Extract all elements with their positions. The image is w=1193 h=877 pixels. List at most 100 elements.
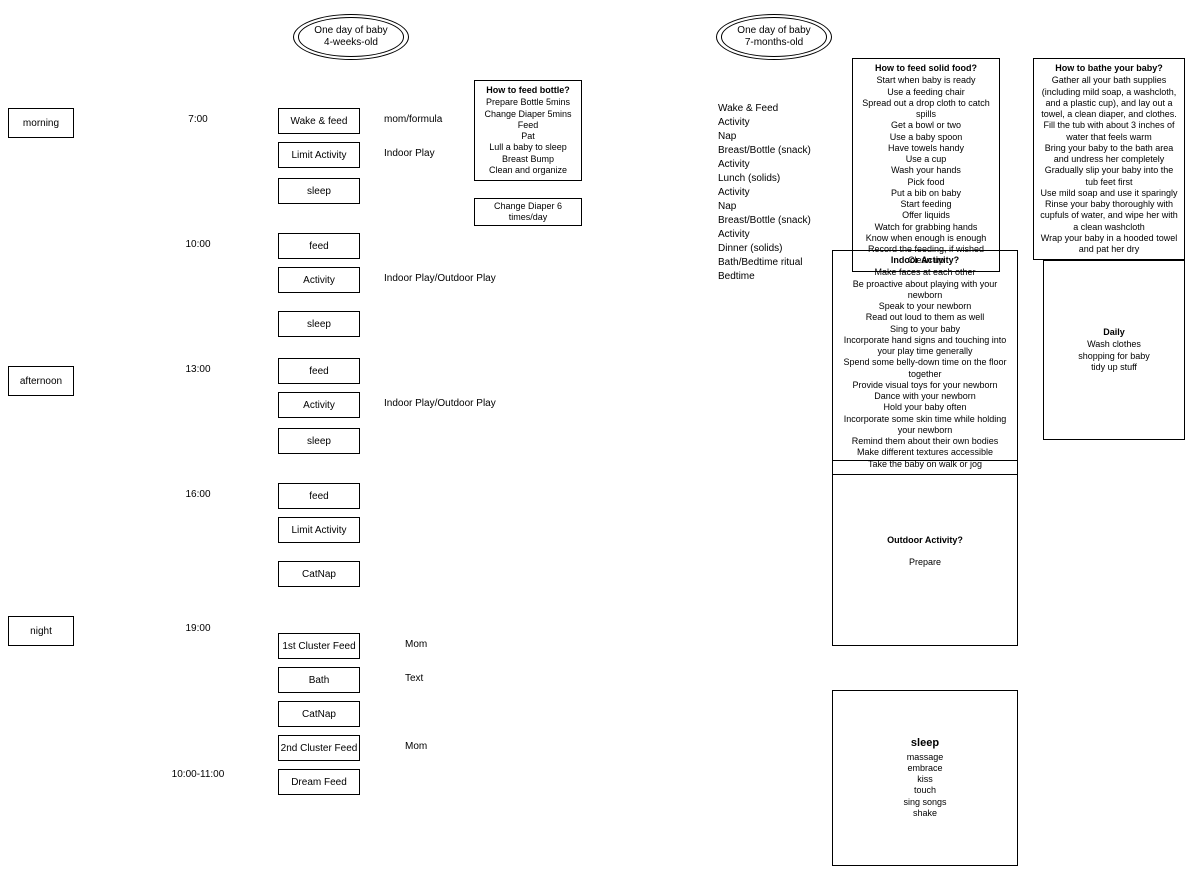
act-1000-feed: feed [278, 233, 360, 259]
sleep-l5: sing songs [903, 797, 946, 808]
act-0700-wake-feed: Wake & feed [278, 108, 360, 134]
solid-l1: Start when baby is ready [859, 75, 993, 86]
indoor-l7: Spend some belly-down time on the floor … [839, 357, 1011, 380]
time-1300: 13:00 [168, 364, 228, 375]
sched7m-l13: Bedtime [718, 270, 811, 284]
sched7m-l5: Activity [718, 158, 811, 172]
bathe-l5: Use mild soap and use it sparingly [1040, 188, 1178, 199]
act-1300-sleep: sleep [278, 428, 360, 454]
sleep-l6: shake [903, 808, 946, 819]
diagram-canvas: One day of baby 4-weeks-old One day of b… [0, 0, 1193, 877]
period-night: night [8, 616, 74, 646]
ann-0700-indoor-play: Indoor Play [384, 148, 435, 159]
indoor-l13: Make different textures accessible [839, 447, 1011, 458]
box-outdoor-activity: Outdoor Activity? Prepare [832, 460, 1018, 646]
bathe-l3: Bring your baby to the bath area and und… [1040, 143, 1178, 166]
act-1900-bath: Bath [278, 667, 360, 693]
sched7m-l4: Breast/Bottle (snack) [718, 144, 811, 158]
sched7m-l3: Nap [718, 130, 811, 144]
ann-1300-play: Indoor Play/Outdoor Play [384, 398, 496, 409]
indoor-l6: Incorporate hand signs and touching into… [839, 335, 1011, 358]
act-1900-dreamfeed: Dream Feed [278, 769, 360, 795]
oval-4weeks-line2: 4-weeks-old [314, 37, 387, 49]
list-7month-schedule: Wake & Feed Activity Nap Breast/Bottle (… [718, 102, 811, 284]
box-daily: Daily Wash clothes shopping for baby tid… [1043, 260, 1185, 440]
bathe-l1: Gather all your bath supplies (including… [1040, 75, 1178, 120]
solid-l9: Pick food [859, 177, 993, 188]
sched7m-l10: Activity [718, 228, 811, 242]
indoor-l12: Remind them about their own bodies [839, 436, 1011, 447]
box-bathe: How to bathe your baby? Gather all your … [1033, 58, 1185, 260]
sched7m-l11: Dinner (solids) [718, 242, 811, 256]
indoor-l2: Be proactive about playing with your new… [839, 279, 1011, 302]
box-solid-food: How to feed solid food? Start when baby … [852, 58, 1000, 272]
indoor-l8: Provide visual toys for your newborn [839, 380, 1011, 391]
solid-l14: Know when enough is enough [859, 233, 993, 244]
box-feed-bottle: How to feed bottle? Prepare Bottle 5mins… [474, 80, 582, 181]
feed-bottle-l2: Change Diaper 5mins [481, 109, 575, 120]
ann-1900-mom2: Mom [405, 741, 427, 752]
act-1900-cluster2: 2nd Cluster Feed [278, 735, 360, 761]
sleep-title: sleep [903, 737, 946, 751]
bathe-l4: Gradually slip your baby into the tub fe… [1040, 165, 1178, 188]
solid-title: How to feed solid food? [859, 63, 993, 74]
feed-bottle-l5: Lull a baby to sleep [481, 142, 575, 153]
daily-title: Daily [1078, 327, 1150, 338]
box-indoor-activity: Indoor Activity? Make faces at each othe… [832, 250, 1018, 475]
act-1900-catnap: CatNap [278, 701, 360, 727]
feed-bottle-l3: Feed [481, 120, 575, 131]
time-0700: 7:00 [168, 114, 228, 125]
feed-bottle-l4: Pat [481, 131, 575, 142]
feed-bottle-l1: Prepare Bottle 5mins [481, 97, 575, 108]
oval-7months-inner: One day of baby 7-months-old [721, 17, 828, 57]
act-1600-feed: feed [278, 483, 360, 509]
feed-bottle-l7: Clean and organize [481, 165, 575, 176]
bathe-l7: Wrap your baby in a hooded towel and pat… [1040, 233, 1178, 256]
act-0700-limit-activity: Limit Activity [278, 142, 360, 168]
sleep-l2: embrace [903, 763, 946, 774]
time-1900: 19:00 [168, 623, 228, 634]
diaper-text: Change Diaper 6 times/day [475, 201, 581, 224]
period-afternoon: afternoon [8, 366, 74, 396]
box-diaper: Change Diaper 6 times/day [474, 198, 582, 226]
feed-bottle-l6: Breast Bump [481, 154, 575, 165]
solid-l10: Put a bib on baby [859, 188, 993, 199]
oval-7months-line2: 7-months-old [737, 37, 810, 49]
act-1000-activity: Activity [278, 267, 360, 293]
act-1000-sleep: sleep [278, 311, 360, 337]
ann-1900-mom1: Mom [405, 639, 427, 650]
indoor-l5: Sing to your baby [839, 324, 1011, 335]
solid-l5: Use a baby spoon [859, 132, 993, 143]
indoor-title: Indoor Activity? [839, 255, 1011, 266]
sleep-l1: massage [903, 752, 946, 763]
feed-bottle-title: How to feed bottle? [481, 85, 575, 96]
act-0700-sleep: sleep [278, 178, 360, 204]
act-1600-catnap: CatNap [278, 561, 360, 587]
period-morning: morning [8, 108, 74, 138]
solid-l8: Wash your hands [859, 165, 993, 176]
outdoor-title: Outdoor Activity? [839, 535, 1011, 546]
indoor-l3: Speak to your newborn [839, 301, 1011, 312]
daily-l2: shopping for baby [1078, 351, 1150, 362]
sched7m-l1: Wake & Feed [718, 102, 811, 116]
solid-l2: Use a feeding chair [859, 87, 993, 98]
sleep-l4: touch [903, 785, 946, 796]
solid-l4: Get a bowl or two [859, 120, 993, 131]
solid-l13: Watch for grabbing hands [859, 222, 993, 233]
time-1600: 16:00 [168, 489, 228, 500]
solid-l12: Offer liquids [859, 210, 993, 221]
bathe-l2: Fill the tub with about 3 inches of wate… [1040, 120, 1178, 143]
bathe-title: How to bathe your baby? [1040, 63, 1178, 74]
sched7m-l7: Activity [718, 186, 811, 200]
ann-1900-text: Text [405, 673, 423, 684]
sched7m-l2: Activity [718, 116, 811, 130]
ann-0700-mom-formula: mom/formula [384, 114, 442, 125]
solid-l3: Spread out a drop cloth to catch spills [859, 98, 993, 121]
act-1300-feed: feed [278, 358, 360, 384]
solid-l7: Use a cup [859, 154, 993, 165]
indoor-l11: Incorporate some skin time while holding… [839, 414, 1011, 437]
oval-4weeks-line1: One day of baby [314, 25, 387, 37]
indoor-l9: Dance with your newborn [839, 391, 1011, 402]
box-sleep: sleep massage embrace kiss touch sing so… [832, 690, 1018, 866]
sched7m-l6: Lunch (solids) [718, 172, 811, 186]
